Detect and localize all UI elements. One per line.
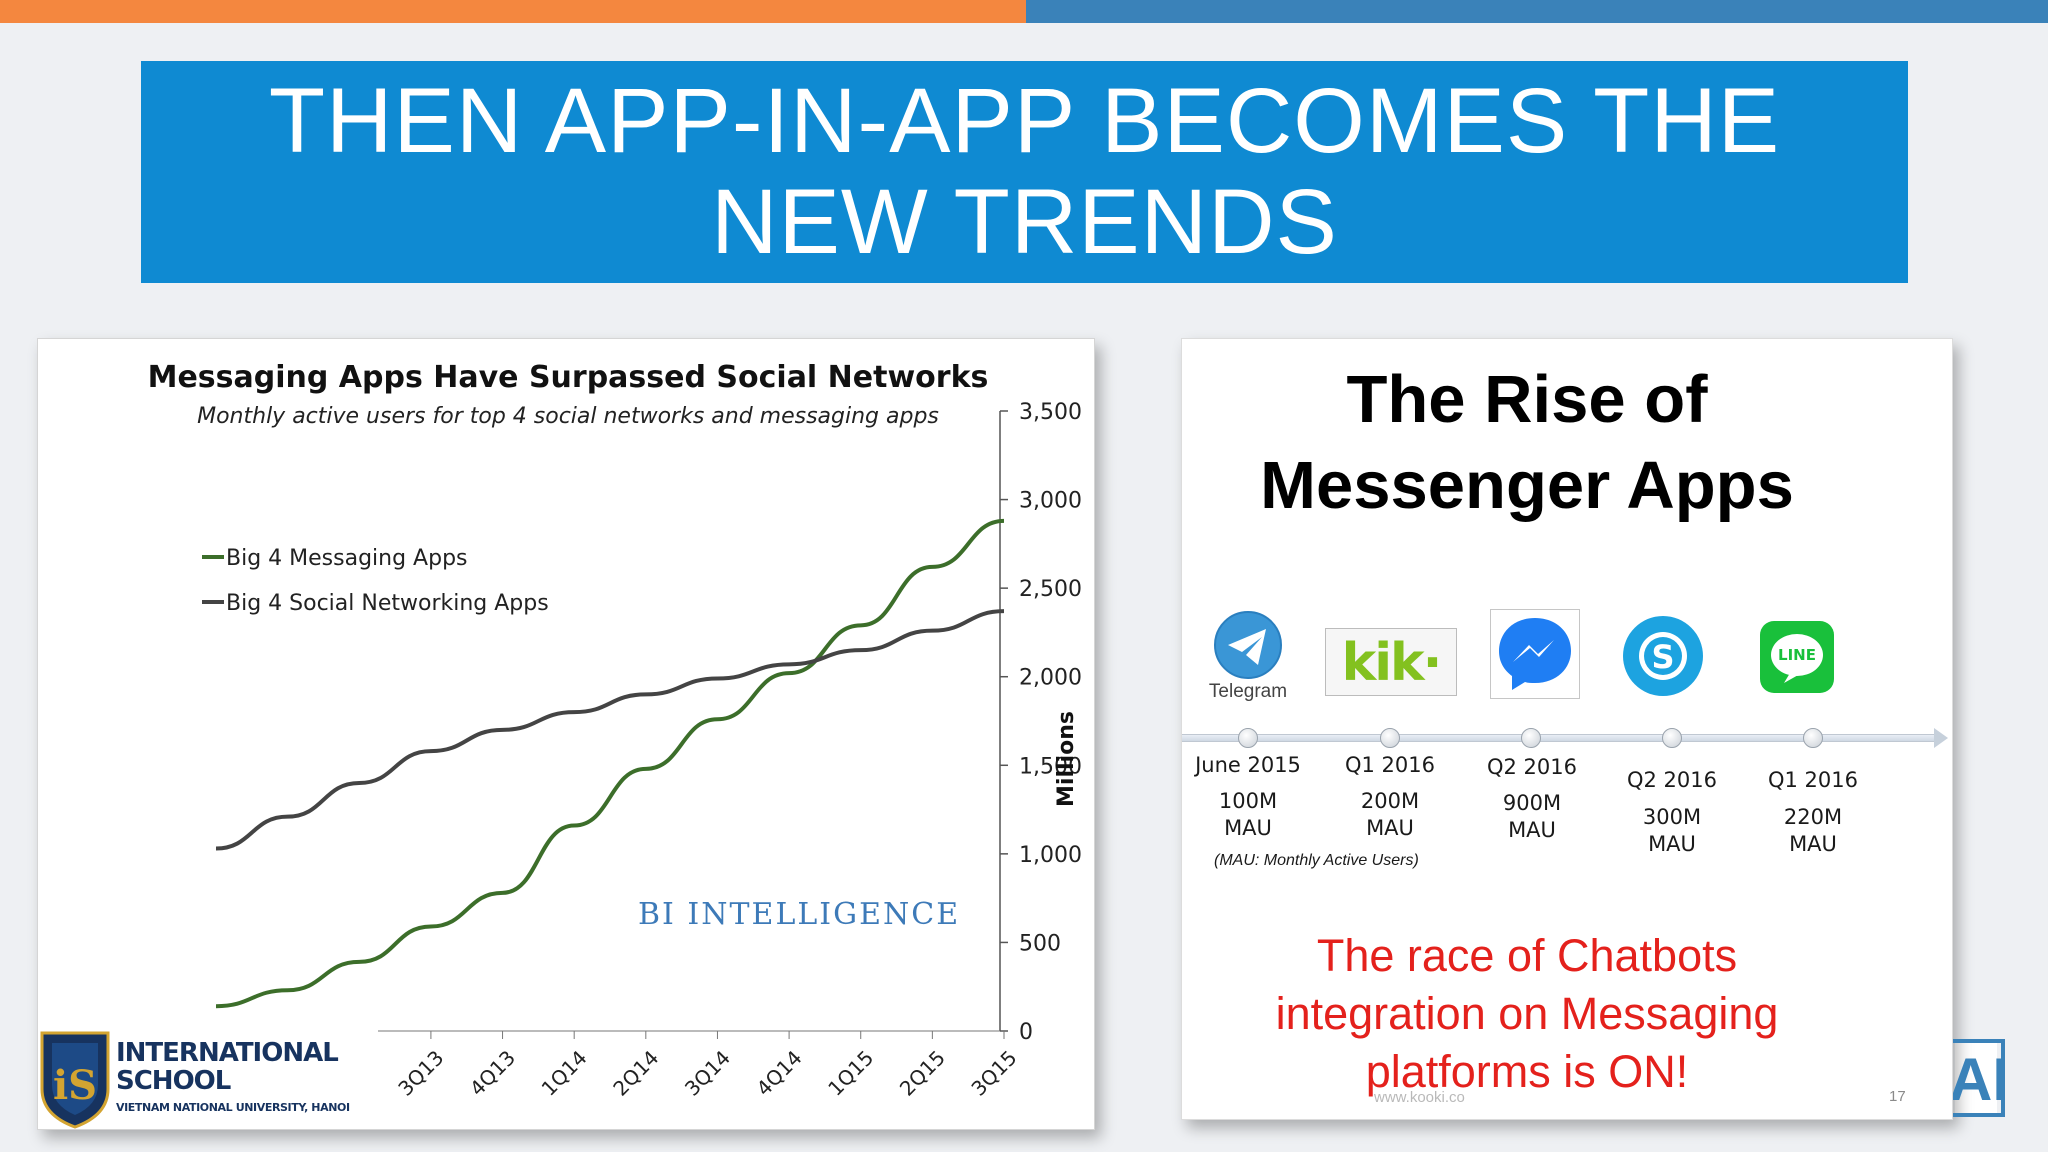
timeline-date: Q1 2016 bbox=[1344, 753, 1435, 777]
school-initials: iS bbox=[53, 1062, 97, 1109]
mau-unit: MAU bbox=[1789, 832, 1837, 856]
race-line-3: platforms is ON! bbox=[1365, 1046, 1689, 1097]
chatbot-race-headline: The race of Chatbots integration on Mess… bbox=[1212, 927, 1842, 1101]
timeline-mau: 200M MAU bbox=[1320, 788, 1460, 842]
timeline-dot bbox=[1238, 728, 1258, 748]
y-tick-label: 2,500 bbox=[1019, 577, 1082, 602]
y-axis-label: Millions bbox=[1054, 711, 1079, 807]
timeline-mau: 100M MAU bbox=[1182, 788, 1318, 842]
timeline-bar bbox=[1182, 734, 1942, 742]
x-tick-label: 1Q14 bbox=[537, 1046, 592, 1101]
facebook-messenger-icon bbox=[1499, 618, 1571, 690]
timeline-dot bbox=[1803, 728, 1823, 748]
messenger-title-line2: Messenger Apps bbox=[1260, 448, 1794, 523]
school-shield-icon: iS bbox=[40, 1031, 110, 1129]
telegram-label: Telegram bbox=[1208, 681, 1288, 702]
messenger-apps-panel: The Rise of Messenger Apps Telegram kik·… bbox=[1181, 338, 1953, 1120]
mau-footnote: (MAU: Monthly Active Users) bbox=[1214, 852, 1419, 869]
top-accent-bar-blue bbox=[1026, 0, 2048, 23]
y-tick-label: 3,000 bbox=[1019, 489, 1082, 514]
timeline-date: June 2015 bbox=[1195, 753, 1301, 777]
svg-text:S: S bbox=[1651, 638, 1674, 676]
line-chart: Messaging Apps Have Surpassed Social Net… bbox=[138, 360, 1082, 1101]
messenger-title-line1: The Rise of bbox=[1346, 362, 1708, 437]
x-tick-label: 3Q13 bbox=[393, 1046, 448, 1101]
legend-label: Big 4 Social Networking Apps bbox=[226, 591, 549, 616]
line-icon bbox=[1771, 634, 1823, 683]
bi-intelligence-brand: BI INTELLIGENCE bbox=[638, 897, 960, 932]
kik-logo: kik· bbox=[1325, 628, 1457, 696]
telegram-logo: Telegram bbox=[1208, 611, 1288, 702]
x-tick-label: 2Q15 bbox=[895, 1046, 950, 1101]
mau-unit: MAU bbox=[1224, 816, 1272, 840]
slide-title: THEN APP-IN-APP BECOMES THE NEW TRENDS bbox=[268, 70, 1781, 273]
messaging-vs-social-chart: Messaging Apps Have Surpassed Social Net… bbox=[37, 338, 1095, 1130]
y-tick-label: 3,500 bbox=[1019, 400, 1082, 425]
race-line-2: integration on Messaging bbox=[1275, 988, 1779, 1039]
edge-logo-fragment: AL bbox=[1953, 1039, 2005, 1117]
legend-label: Big 4 Messaging Apps bbox=[226, 546, 468, 571]
timeline-dot bbox=[1380, 728, 1400, 748]
line-logo: LINE bbox=[1760, 621, 1834, 693]
line-label: LINE bbox=[1778, 646, 1816, 664]
x-tick-label: 2Q14 bbox=[608, 1046, 663, 1101]
mau-unit: MAU bbox=[1648, 832, 1696, 856]
mau-value: 900M bbox=[1502, 791, 1562, 815]
mau-value: 200M bbox=[1360, 789, 1420, 813]
social-networking-line bbox=[215, 609, 1005, 851]
messenger-panel-title: The Rise of Messenger Apps bbox=[1182, 357, 1872, 529]
mau-unit: MAU bbox=[1366, 816, 1414, 840]
y-tick-label: 2,000 bbox=[1019, 666, 1082, 691]
x-tick-label: 4Q14 bbox=[752, 1046, 807, 1101]
kik-label: kik· bbox=[1341, 633, 1443, 693]
timeline-date: Q1 2016 bbox=[1767, 768, 1858, 792]
y-tick-label: 500 bbox=[1019, 931, 1061, 956]
source-watermark: www.kooki.co bbox=[1374, 1089, 1465, 1106]
school-name: INTERNATIONAL SCHOOL bbox=[116, 1038, 339, 1096]
mau-value: 220M bbox=[1783, 805, 1843, 829]
chart-subtitle: Monthly active users for top 4 social ne… bbox=[197, 404, 939, 429]
top-accent-bar-orange bbox=[0, 0, 1026, 23]
x-tick-label: 1Q15 bbox=[823, 1046, 878, 1101]
timeline-dot bbox=[1521, 728, 1541, 748]
timeline-dot bbox=[1662, 728, 1682, 748]
race-line-1: The race of Chatbots bbox=[1316, 930, 1738, 981]
mau-unit: MAU bbox=[1508, 818, 1556, 842]
slide-title-banner: THEN APP-IN-APP BECOMES THE NEW TRENDS bbox=[141, 61, 1908, 283]
mau-value: 100M bbox=[1218, 789, 1278, 813]
messaging-apps-line bbox=[215, 518, 1005, 1009]
chart-title: Messaging Apps Have Surpassed Social Net… bbox=[148, 360, 989, 395]
y-tick-label: 0 bbox=[1019, 1020, 1033, 1045]
y-tick-label: 1,000 bbox=[1019, 843, 1082, 868]
messenger-logo bbox=[1490, 609, 1580, 699]
edge-logo-text: AL bbox=[1953, 1046, 2001, 1113]
school-subtitle: VIETNAM NATIONAL UNIVERSITY, HANOI bbox=[116, 1101, 350, 1114]
international-school-logo: iS INTERNATIONAL SCHOOL VIETNAM NATIONAL… bbox=[38, 1027, 378, 1129]
timeline-mau: 900M MAU bbox=[1462, 790, 1602, 844]
x-tick-label: 3Q14 bbox=[680, 1046, 735, 1101]
timeline-date: Q2 2016 bbox=[1626, 768, 1717, 792]
x-tick-label: 3Q15 bbox=[966, 1046, 1021, 1101]
timeline-arrow-icon bbox=[1934, 728, 1948, 748]
timeline-mau: 300M MAU bbox=[1602, 804, 1742, 858]
y-tick-label: 1,500 bbox=[1019, 754, 1082, 779]
mau-value: 300M bbox=[1642, 805, 1702, 829]
timeline-mau: 220M MAU bbox=[1743, 804, 1883, 858]
timeline-date: Q2 2016 bbox=[1486, 755, 1577, 779]
skype-icon: S bbox=[1623, 616, 1703, 696]
telegram-icon bbox=[1214, 611, 1282, 679]
x-tick-label: 4Q13 bbox=[465, 1046, 520, 1101]
page-number: 17 bbox=[1889, 1088, 1906, 1105]
skype-logo: S bbox=[1622, 615, 1704, 697]
